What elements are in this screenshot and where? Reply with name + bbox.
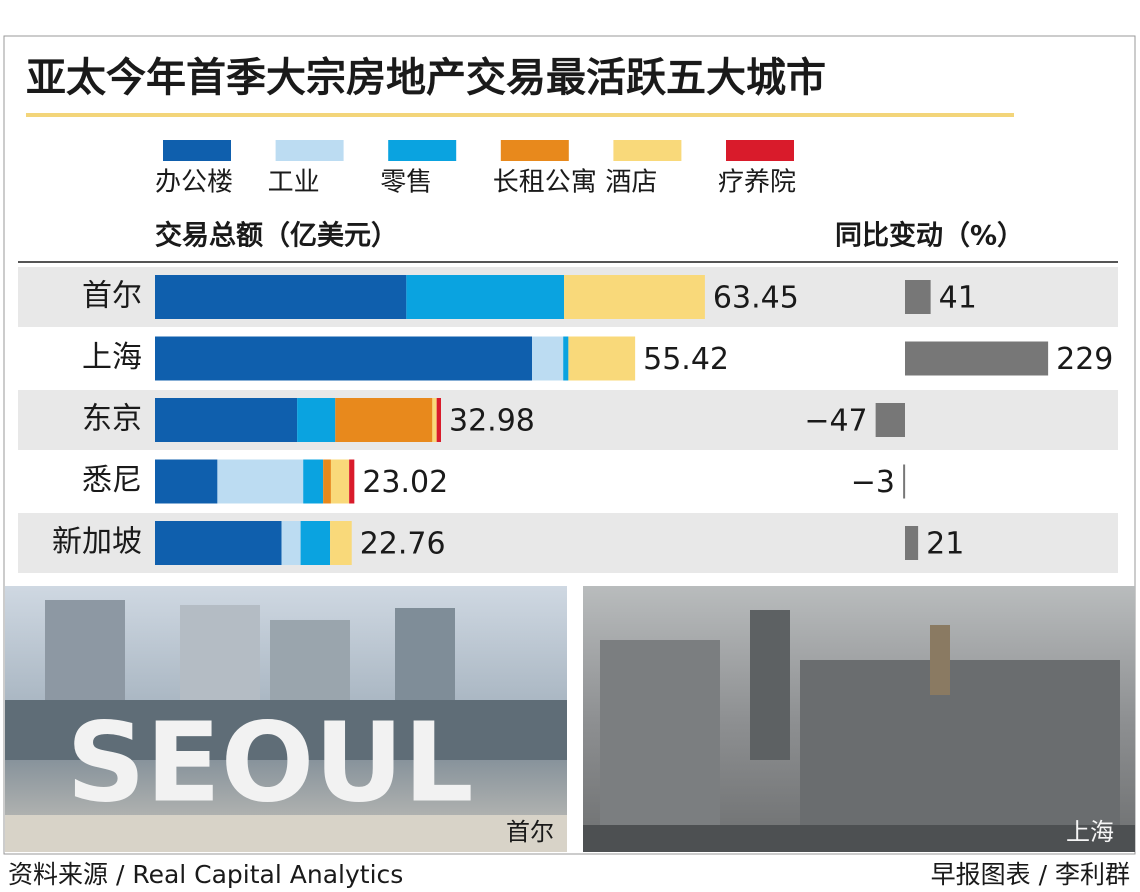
bar-segment [532,336,564,381]
category-label: 东京 [82,402,142,437]
legend-swatch [275,140,344,161]
legend-label: 工业 [268,168,320,198]
bar-segment [155,336,532,381]
legend-label: 酒店 [605,168,657,198]
bar-segment [335,398,433,442]
source: 资料来源 / Real Capital Analytics [8,860,403,889]
change-label: 41 [939,281,977,316]
total-label: 63.45 [713,281,799,316]
chart-title: 亚太今年首季大宗房地产交易最活跃五大城市 [26,55,826,101]
bar-segment [436,398,441,442]
legend-label: 办公楼 [155,168,233,198]
legend-swatch [388,140,457,161]
bar-segment [155,521,282,565]
bar-segment [281,521,301,565]
credit: 早报图表 / 李利群 [931,860,1130,889]
bar-segment [349,459,355,504]
bar-segment [406,275,565,319]
category-label: 首尔 [82,279,142,314]
bar-segment [297,398,336,442]
change-bar [903,464,906,499]
photo-caption: 首尔 [506,818,554,846]
bar-segment [330,459,350,504]
frame [3,35,1136,855]
bar-segment [303,459,324,504]
total-label: 32.98 [449,404,535,439]
total-label: 22.76 [360,527,446,562]
photo-caption: 上海 [1066,818,1114,846]
legend-swatch [500,140,569,161]
category-label: 新加坡 [52,525,142,560]
title-underline [26,113,1014,117]
legend-swatch [163,140,231,161]
change-bar [875,403,905,437]
bar-segment [155,398,298,442]
axis-title: 交易总额（亿美元） [155,220,398,252]
category-label: 悉尼 [82,463,142,498]
bar-segment [300,521,331,565]
change-label: 229 [1056,342,1113,377]
bar-segment [564,275,705,319]
bar-segment [432,398,437,442]
change-bar [905,341,1049,376]
change-bar [905,526,919,560]
bar-segment [563,336,569,381]
legend-swatch [726,140,794,161]
change-bar [905,280,931,314]
change-label: −3 [851,465,895,500]
bar-segment [155,275,407,319]
photo-shanghai: 上海 [583,586,1135,852]
axis-title: 同比变动（%） [835,220,1024,252]
bar-segment [217,459,304,504]
bar-segment [323,459,331,504]
change-label: −47 [804,404,867,439]
category-label: 上海 [82,340,142,375]
legend-swatch [613,140,682,161]
total-label: 55.42 [643,342,729,377]
bar-segment [568,336,636,381]
legend-label: 零售 [380,168,432,198]
legend-label: 疗养院 [718,168,796,198]
legend-label: 长租公寓 [493,168,597,198]
bar-segment [330,521,352,565]
total-label: 23.02 [362,465,448,500]
photo-seoul: SEOUL 首尔 [5,586,567,852]
bar-segment [155,459,218,504]
change-label: 21 [926,527,964,562]
svg-text:SEOUL: SEOUL [66,698,473,826]
